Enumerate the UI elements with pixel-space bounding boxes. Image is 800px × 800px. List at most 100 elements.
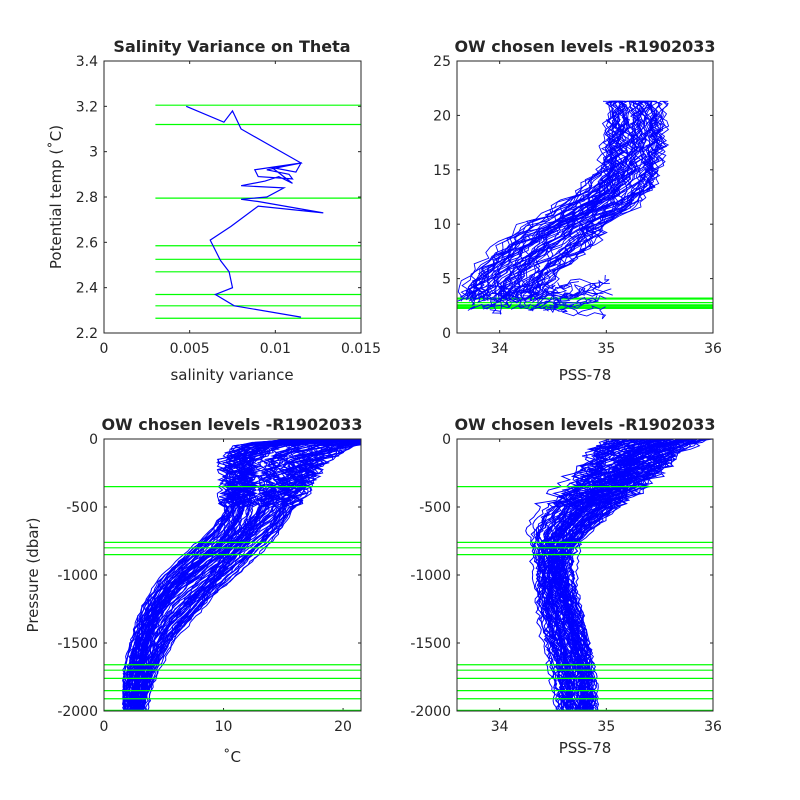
pressure-profile-line bbox=[538, 439, 620, 711]
pressure-profile-line bbox=[550, 439, 708, 711]
ts-profile-line bbox=[502, 297, 549, 308]
y-tick-label: -500 bbox=[66, 500, 98, 516]
y-tick-label: -1000 bbox=[57, 568, 98, 584]
panel-ts-diagram: OW chosen levels -R1902033 PSS-78 34 35 36… bbox=[433, 37, 722, 384]
ts-profile-line bbox=[549, 293, 571, 314]
variance-profile-line bbox=[185, 105, 324, 318]
pressure-profile-line bbox=[131, 439, 305, 711]
y-tick-label: 0 bbox=[89, 432, 98, 448]
ts-profile-line bbox=[520, 100, 656, 299]
profile-bundle bbox=[457, 100, 670, 320]
y-tick-label: 15 bbox=[433, 163, 451, 179]
panel-0-title: Salinity Variance on Theta bbox=[113, 37, 350, 56]
y-tick-label: 0 bbox=[442, 326, 451, 342]
ts-profile-line bbox=[528, 284, 559, 311]
panel-3-axes-box bbox=[456, 438, 714, 712]
y-tick-label: -1500 bbox=[410, 636, 451, 652]
y-tick-label: -500 bbox=[419, 500, 451, 516]
x-tick-label: 0.01 bbox=[260, 341, 291, 357]
y-tick-label: 2.6 bbox=[76, 235, 98, 251]
pressure-profile-line bbox=[121, 439, 317, 711]
x-tick-label: 34 bbox=[491, 719, 509, 735]
panel-3-ticks: 34 35 36 -2000 -1500 -1000 -500 0 bbox=[410, 432, 722, 735]
x-tick-label: 10 bbox=[215, 719, 233, 735]
panel-3-series bbox=[525, 439, 713, 711]
panel-2-series bbox=[121, 439, 361, 711]
pressure-profile-line bbox=[143, 439, 328, 711]
ts-profile-line bbox=[531, 281, 579, 303]
pressure-profile-line bbox=[562, 439, 681, 711]
y-tick-label: -1000 bbox=[410, 568, 451, 584]
panel-3-title: OW chosen levels -R1902033 bbox=[454, 415, 715, 434]
ts-profile-line bbox=[530, 283, 571, 312]
panel-1-title: OW chosen levels -R1902033 bbox=[454, 37, 715, 56]
ts-profile-line bbox=[517, 107, 653, 301]
ts-profile-line bbox=[506, 281, 544, 298]
pressure-profile-line bbox=[122, 442, 361, 711]
y-tick-label: -1500 bbox=[57, 636, 98, 652]
panel-0-ticks: 0 0.005 0.01 0.015 2.2 2.4 2.6 2.8 3 3.2 3.4 bbox=[76, 54, 381, 357]
ts-profile-line bbox=[549, 304, 568, 312]
profile-bundle bbox=[121, 439, 361, 711]
panel-1-axes-box bbox=[456, 60, 714, 334]
panel-1-series bbox=[457, 100, 670, 320]
x-tick-label: 36 bbox=[704, 719, 722, 735]
panel-0-series bbox=[185, 105, 324, 318]
pressure-profile-line bbox=[127, 439, 355, 711]
ts-profile-line bbox=[472, 100, 622, 297]
y-tick-label: 2.2 bbox=[76, 326, 98, 342]
ts-profile-line bbox=[561, 302, 607, 320]
y-tick-label: 10 bbox=[433, 217, 451, 233]
ts-profile-line bbox=[467, 290, 480, 307]
panel-0-axes-box bbox=[103, 60, 362, 334]
panel-0-xlabel: salinity variance bbox=[170, 366, 293, 384]
ts-profile-line bbox=[512, 100, 649, 298]
pressure-profile-line bbox=[550, 439, 660, 711]
panel-temperature-pressure: OW chosen levels -R1902033 ˚C Pressure (… bbox=[24, 415, 363, 766]
ts-profile-line bbox=[467, 303, 502, 314]
x-tick-label: 20 bbox=[334, 719, 352, 735]
pressure-profile-line bbox=[136, 439, 352, 711]
ts-profile-line bbox=[471, 274, 490, 300]
pressure-profile-line bbox=[131, 439, 351, 711]
ts-profile-line bbox=[457, 120, 616, 302]
panel-0-ylabel: Potential temp (˚C) bbox=[47, 125, 65, 269]
panel-salinity-variance: Salinity Variance on Theta salinity vari… bbox=[47, 37, 381, 384]
ts-profile-line bbox=[498, 120, 638, 302]
y-tick-label: 2.4 bbox=[76, 281, 98, 297]
pressure-profile-line bbox=[139, 439, 313, 711]
pressure-profile-line bbox=[147, 440, 361, 711]
y-tick-label: 5 bbox=[442, 272, 451, 288]
ts-profile-line bbox=[503, 100, 646, 300]
ts-profile-line bbox=[525, 100, 663, 300]
ts-profile-line bbox=[560, 295, 607, 311]
panel-2-xlabel: ˚C bbox=[223, 748, 241, 766]
ts-profile-line bbox=[486, 116, 634, 302]
ts-profile-line bbox=[483, 116, 634, 302]
ts-profile-line bbox=[476, 283, 514, 304]
y-tick-label: -2000 bbox=[410, 704, 451, 720]
ts-profile-line bbox=[466, 110, 619, 301]
x-tick-label: 35 bbox=[597, 341, 615, 357]
y-tick-label: 2.8 bbox=[76, 190, 98, 206]
ts-profile-line bbox=[546, 279, 610, 300]
ts-profile-line bbox=[500, 100, 642, 298]
y-tick-label: 3.4 bbox=[76, 54, 98, 70]
x-tick-label: 35 bbox=[597, 719, 615, 735]
panel-3-reference-lines bbox=[457, 486, 713, 711]
x-tick-label: 0 bbox=[100, 341, 109, 357]
x-tick-label: 0.005 bbox=[170, 341, 210, 357]
ts-profile-line bbox=[510, 300, 532, 310]
panel-2-title: OW chosen levels -R1902033 bbox=[101, 415, 362, 434]
ts-profile-line bbox=[531, 300, 588, 310]
pressure-profile-line bbox=[525, 439, 610, 711]
panel-2-ylabel: Pressure (dbar) bbox=[24, 518, 42, 633]
ts-profile-line bbox=[478, 100, 630, 299]
profile-bundle bbox=[525, 439, 713, 711]
ts-profile-line bbox=[460, 100, 620, 299]
panel-0-reference-lines bbox=[155, 104, 361, 319]
pressure-profile-line bbox=[135, 439, 361, 711]
x-tick-label: 36 bbox=[704, 341, 722, 357]
